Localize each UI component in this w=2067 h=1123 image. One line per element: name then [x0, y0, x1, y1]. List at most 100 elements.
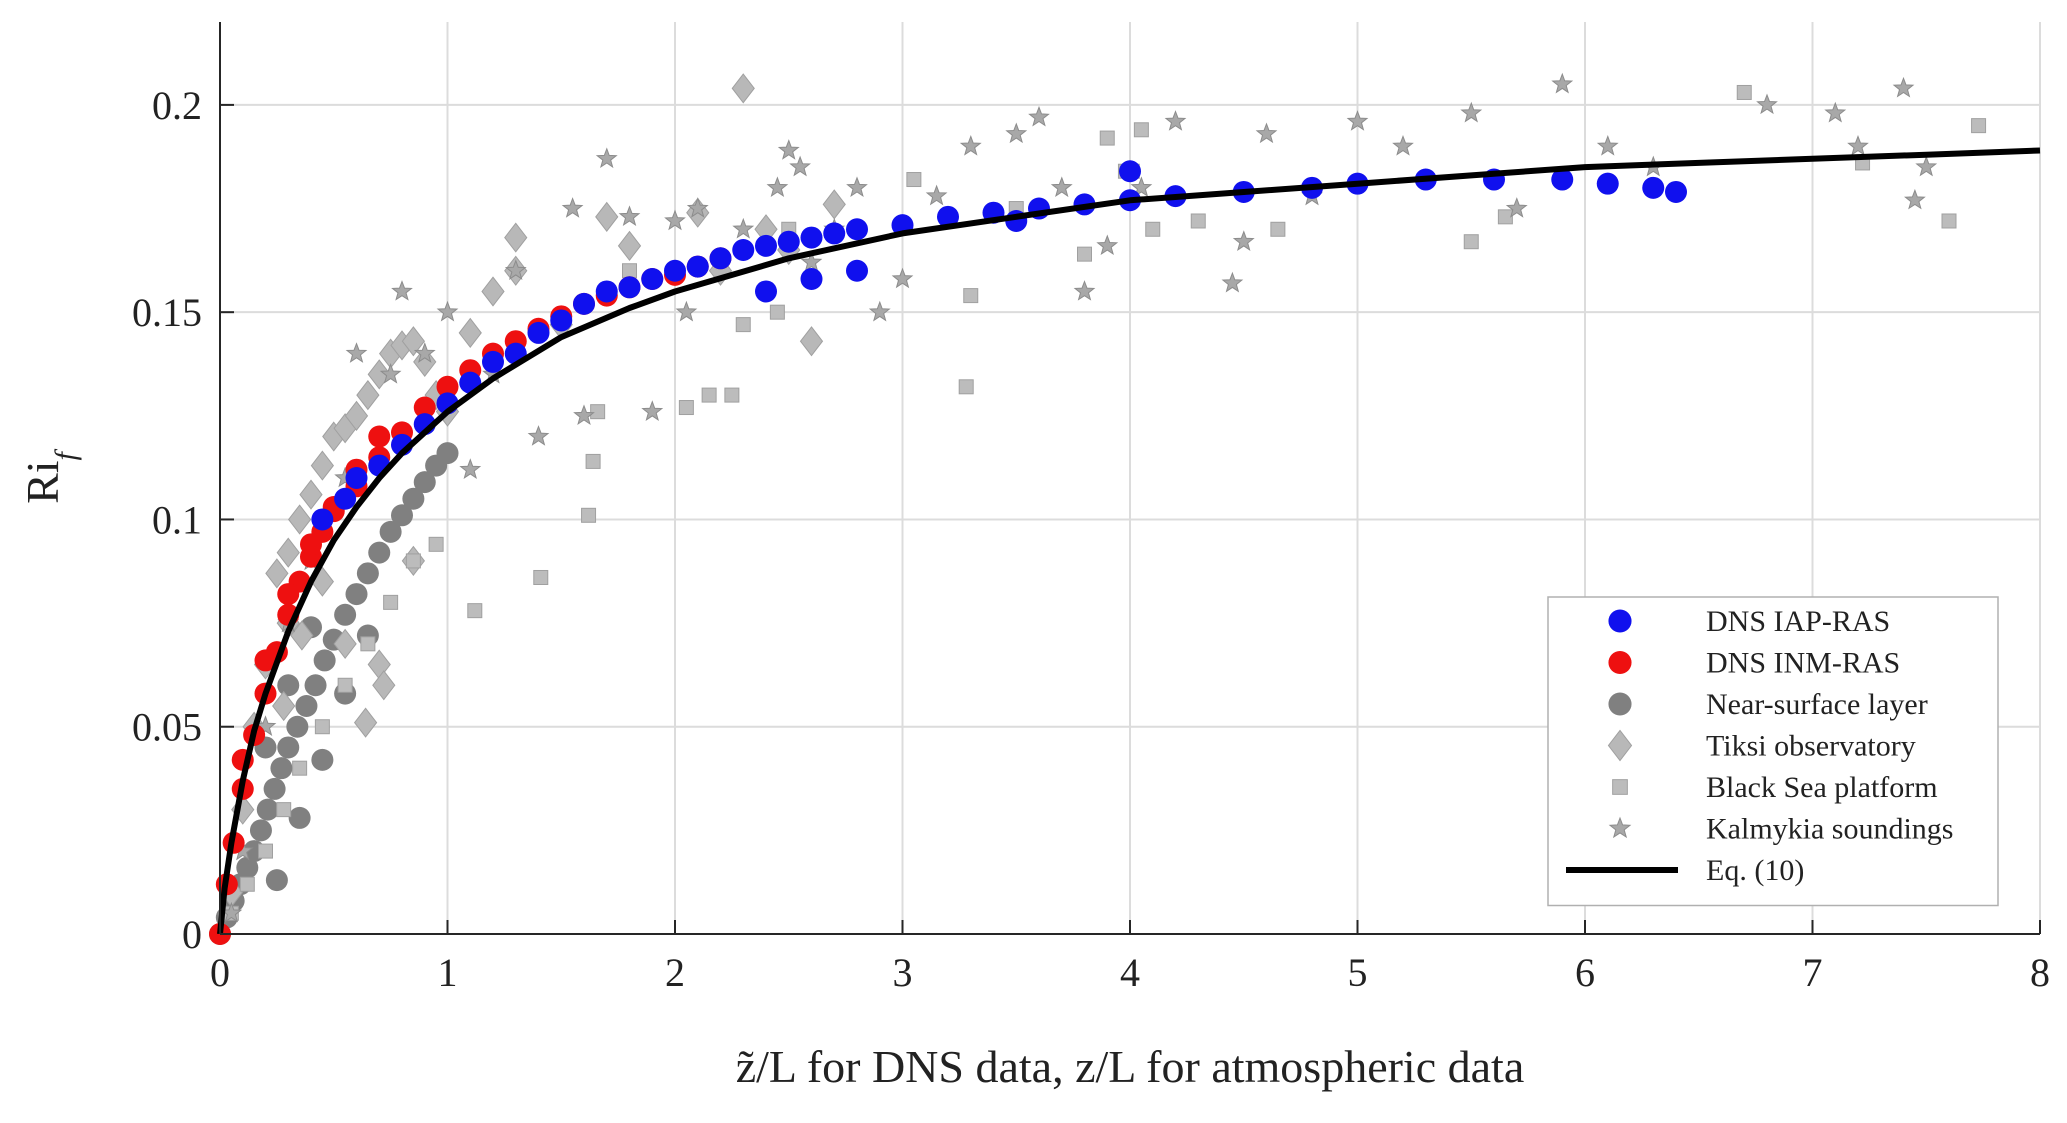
data-point: [664, 209, 686, 231]
data-point: [239, 876, 255, 892]
x-tick-label: 7: [1803, 950, 1823, 995]
data-point: [701, 387, 717, 403]
data-point: [1847, 134, 1869, 156]
data-point: [724, 387, 740, 403]
data-point: [459, 458, 482, 479]
data-point: [561, 197, 584, 218]
data-point: [277, 674, 300, 697]
data-point: [1497, 209, 1513, 225]
legend-item: DNS INM-RAS: [1608, 647, 1900, 680]
data-point: [345, 467, 368, 489]
legend-label: DNS INM-RAS: [1706, 647, 1900, 680]
data-point: [686, 197, 709, 218]
data-point: [287, 504, 312, 535]
data-point: [391, 504, 413, 527]
data-point: [1892, 76, 1915, 98]
series-eq-10: [217, 147, 2041, 935]
data-point: [846, 218, 868, 241]
data-point: [732, 239, 755, 261]
data-point: [595, 147, 618, 169]
data-point: [590, 404, 606, 420]
data-point: [1145, 221, 1161, 237]
data-point: [265, 869, 288, 892]
data-series: [209, 72, 2041, 945]
data-point: [436, 442, 459, 465]
data-point: [504, 259, 527, 280]
data-point: [573, 404, 595, 426]
data-point: [766, 176, 789, 198]
data-point: [777, 230, 800, 253]
y-axis-label-subscript: f: [49, 448, 82, 460]
x-tick-label: 3: [893, 950, 913, 995]
data-point: [1133, 122, 1149, 138]
legend-swatch: [1607, 729, 1633, 762]
data-point: [467, 603, 483, 619]
data-point: [1050, 176, 1073, 198]
data-point: [755, 280, 777, 303]
data-point: [413, 346, 437, 378]
data-point: [481, 276, 505, 307]
data-point: [1596, 172, 1619, 195]
data-point: [295, 695, 318, 717]
data-point: [311, 748, 334, 771]
x-tick-label: 1: [438, 950, 458, 995]
data-point: [1824, 101, 1847, 123]
data-point: [777, 139, 800, 160]
data-point: [277, 583, 300, 606]
data-point: [550, 309, 573, 332]
data-point: [345, 342, 368, 363]
data-point: [286, 715, 309, 738]
data-point: [258, 843, 273, 859]
data-point: [1665, 180, 1687, 203]
data-point: [709, 247, 732, 270]
data-point: [1756, 93, 1778, 115]
data-point: [272, 690, 296, 722]
data-point: [800, 250, 823, 272]
legend-item: Near-surface layer: [1608, 688, 1928, 721]
data-point: [304, 674, 327, 697]
data-point: [292, 760, 308, 776]
data-point: [846, 176, 868, 198]
y-tick-label: 0.2: [152, 83, 202, 128]
data-point: [254, 649, 277, 672]
data-point: [1073, 280, 1096, 301]
data-point: [732, 217, 755, 239]
legend-label: DNS IAP-RAS: [1706, 605, 1890, 638]
data-point: [368, 541, 391, 564]
data-point: [1551, 72, 1574, 94]
data-point: [288, 806, 311, 829]
data-point: [300, 533, 322, 556]
data-point: [735, 317, 751, 333]
legend-item: Tiksi observatory: [1607, 729, 1916, 763]
data-point: [428, 536, 444, 552]
data-point: [1099, 130, 1115, 146]
data-point: [585, 453, 601, 469]
data-point: [1460, 101, 1483, 123]
data-point: [1190, 213, 1206, 229]
data-point: [299, 479, 323, 510]
y-axis-label: Rif: [17, 448, 82, 503]
data-point: [236, 856, 259, 879]
legend-swatch: [1608, 650, 1632, 675]
data-point: [379, 362, 402, 384]
data-point: [958, 379, 974, 395]
data-point: [1077, 246, 1092, 262]
data-point: [1270, 221, 1286, 237]
data-point: [959, 134, 982, 156]
data-point: [1028, 105, 1050, 127]
y-tick-label: 0.05: [132, 705, 202, 750]
data-point: [413, 396, 436, 419]
data-point: [383, 594, 399, 610]
data-point: [276, 537, 300, 568]
data-point: [360, 636, 376, 652]
data-point: [800, 226, 823, 249]
data-point: [413, 471, 436, 494]
data-point: [823, 222, 846, 245]
data-point: [379, 520, 402, 543]
data-point: [799, 326, 824, 357]
data-point: [755, 234, 777, 257]
data-point: [891, 267, 914, 289]
data-point: [678, 400, 694, 416]
legend-item: DNS IAP-RAS: [1608, 605, 1890, 638]
